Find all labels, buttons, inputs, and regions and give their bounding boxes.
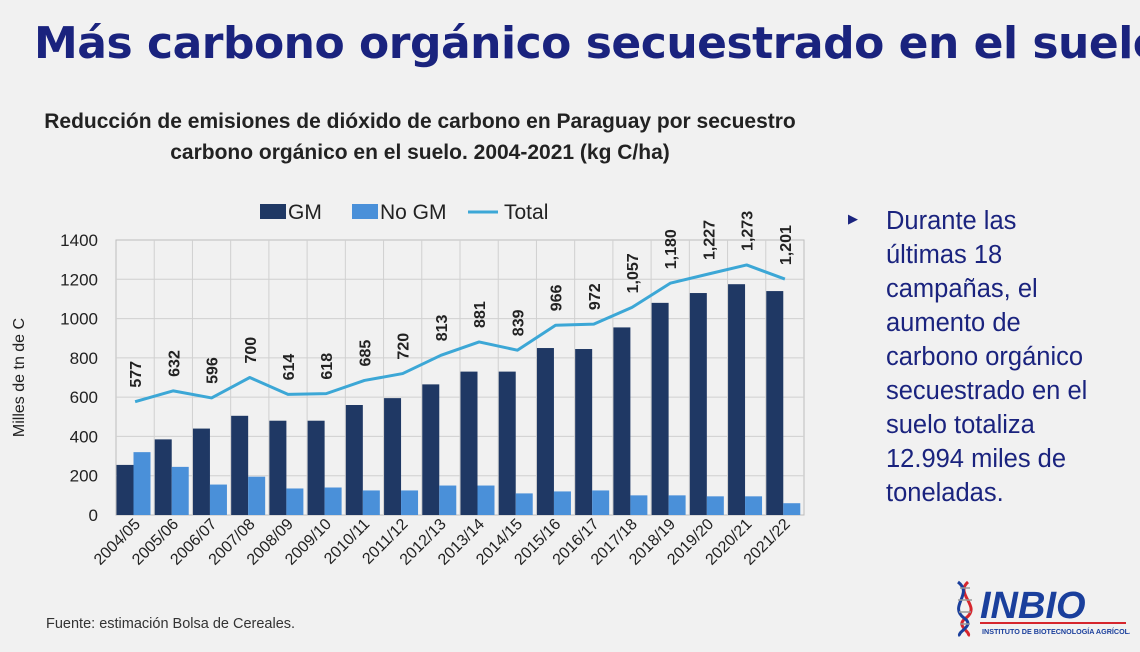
bar-gm	[460, 371, 478, 515]
total-data-label: 614	[281, 354, 298, 381]
bar-no-gm	[362, 490, 380, 515]
bullet-text: Durante las últimas 18 campañas, el aume…	[886, 207, 1088, 507]
y-axis-label: Milles de tn de C	[11, 318, 28, 437]
bullet-arrow-icon: ▶	[848, 211, 858, 226]
bar-gm	[384, 398, 402, 515]
bar-no-gm	[745, 496, 763, 515]
total-data-label: 966	[549, 284, 566, 311]
bar-no-gm	[171, 466, 189, 515]
y-tick-label: 1200	[60, 270, 98, 289]
line-total	[134, 263, 786, 404]
bar-gm	[116, 464, 134, 515]
legend-swatch	[260, 204, 286, 219]
bar-gm	[231, 415, 249, 515]
inbio-logo: INBIO INSTITUTO DE BIOTECNOLOGÍA AGRÍCOL…	[956, 580, 1130, 638]
bar-no-gm	[515, 493, 533, 515]
bar-gm	[689, 293, 707, 515]
total-data-label: 720	[396, 333, 413, 360]
total-data-label: 1,273	[740, 211, 757, 251]
total-data-label: 1,227	[701, 220, 718, 260]
bar-no-gm	[248, 476, 266, 515]
total-data-label: 881	[472, 301, 489, 328]
bar-gm	[269, 420, 287, 515]
y-tick-label: 0	[89, 506, 98, 525]
total-data-label: 685	[357, 340, 374, 367]
total-data-label: 632	[166, 350, 183, 377]
bar-no-gm	[783, 503, 801, 515]
bar-no-gm	[630, 495, 648, 515]
y-tick-label: 200	[70, 467, 98, 486]
bar-no-gm	[401, 490, 419, 515]
bar-no-gm	[286, 488, 304, 515]
legend-swatch	[352, 204, 378, 219]
logo-subtitle: INSTITUTO DE BIOTECNOLOGÍA AGRÍCOLA	[982, 627, 1130, 636]
slide-title: Más carbono orgánico secuestrado en el s…	[34, 18, 1140, 69]
total-data-label: 1,180	[663, 229, 680, 269]
bar-no-gm	[477, 485, 495, 515]
source-footnote: Fuente: estimación Bolsa de Cereales.	[46, 616, 296, 632]
bar-no-gm	[439, 485, 457, 515]
total-data-label: 972	[587, 283, 604, 310]
y-tick-label: 400	[70, 427, 98, 446]
bar-gm	[192, 428, 210, 515]
bar-no-gm	[209, 484, 227, 515]
bar-gm	[575, 349, 593, 515]
bar-no-gm	[592, 490, 610, 515]
bar-gm	[345, 405, 363, 515]
bar-gm	[307, 420, 325, 515]
bar-no-gm	[324, 487, 342, 515]
bar-gm	[728, 284, 746, 515]
total-data-label: 700	[243, 337, 260, 364]
bar-gm	[651, 302, 669, 515]
bar-no-gm	[553, 491, 571, 515]
total-data-label: 813	[434, 315, 451, 342]
chart-title: Reducción de emisiones de dióxido de car…	[44, 110, 796, 164]
legend-label: Total	[504, 201, 548, 224]
legend-label: GM	[288, 201, 322, 224]
bar-gm	[766, 291, 784, 515]
bar-no-gm	[668, 495, 686, 515]
total-data-label: 618	[319, 353, 336, 380]
bar-gm	[422, 384, 440, 515]
bar-gm	[498, 371, 516, 515]
logo-wordmark: INBIO	[980, 585, 1086, 627]
y-tick-label: 800	[70, 349, 98, 368]
total-data-label: 1,201	[778, 225, 795, 265]
bar-gm	[536, 348, 554, 515]
legend-label: No GM	[380, 201, 447, 224]
bar-no-gm	[133, 452, 151, 515]
bar-no-gm	[706, 496, 724, 515]
total-data-label: 577	[128, 361, 145, 388]
dna-helix-icon	[956, 580, 973, 638]
total-data-label: 839	[510, 309, 527, 336]
y-tick-label: 600	[70, 388, 98, 407]
y-tick-label: 1400	[60, 231, 98, 250]
bullet-point: ▶ Durante las últimas 18 campañas, el au…	[848, 204, 1088, 510]
total-data-label: 1,057	[625, 253, 642, 293]
bar-gm	[613, 327, 631, 515]
total-data-label: 596	[205, 357, 222, 384]
y-tick-label: 1000	[60, 310, 98, 329]
bar-gm	[154, 439, 172, 515]
